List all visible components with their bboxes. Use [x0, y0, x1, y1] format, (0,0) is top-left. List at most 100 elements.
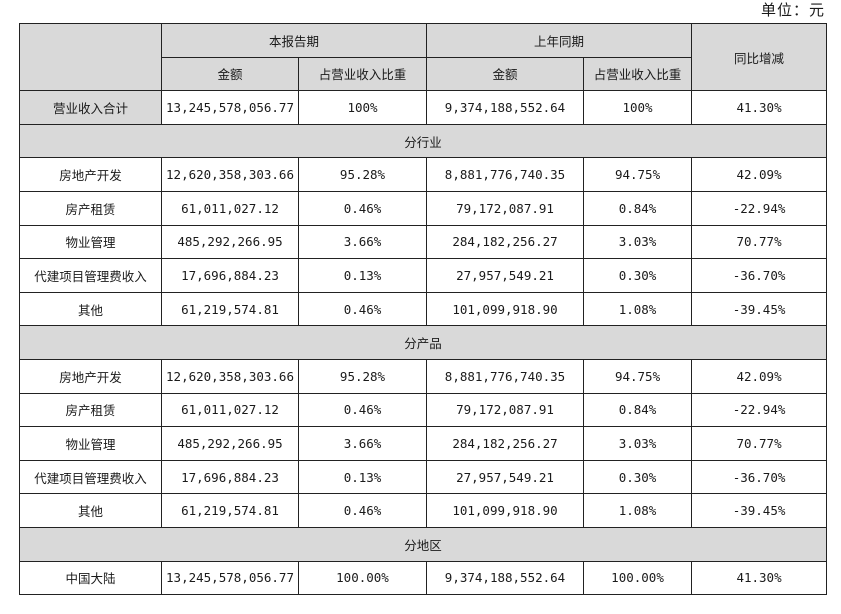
total-row-yoy: 41.30% [691, 90, 828, 125]
table-row: 房地产开发 12,620,358,303.66 95.28% 8,881,776,74… [19, 358, 828, 394]
table-row: 代建项目管理费收入 17,696,884.23 0.13% 27,957,549.21… [19, 258, 828, 293]
row-yoy: -22.94% [691, 190, 828, 226]
header-prior-amount: 金额 [426, 56, 585, 92]
row-yoy: -36.70% [691, 459, 828, 495]
row-label: 中国大陆 [19, 560, 162, 596]
table-row: 其他 61,219,574.81 0.46% 101,099,918.90 1.08% -… [19, 493, 828, 528]
table-row: 房产租赁 61,011,027.12 0.46% 79,172,087.91 0.84%… [19, 190, 828, 226]
row-label: 代建项目管理费收入 [19, 258, 162, 293]
row-current-amount: 12,620,358,303.66 [161, 358, 299, 394]
revenue-table: 本报告期 上年同期 同比增减 金额 占营业收入比重 金额 占营业收入比重 营业收… [18, 22, 828, 596]
row-prior-amount: 101,099,918.90 [426, 291, 585, 327]
row-prior-amount: 8,881,776,740.35 [426, 358, 585, 394]
row-current-amount: 12,620,358,303.66 [161, 157, 299, 192]
row-current-share: 0.46% [297, 493, 428, 528]
row-prior-amount: 101,099,918.90 [426, 493, 585, 528]
row-label: 代建项目管理费收入 [19, 459, 162, 495]
row-current-amount: 61,011,027.12 [161, 392, 299, 428]
row-current-share: 3.66% [297, 426, 428, 461]
section-header-row: 分地区 [18, 526, 828, 562]
total-row-current-amount: 13,245,578,056.77 [161, 90, 299, 125]
header-row-2: 金额 占营业收入比重 金额 占营业收入比重 [20, 56, 827, 92]
row-current-share: 0.13% [297, 459, 428, 495]
row-prior-share: 3.03% [583, 426, 693, 461]
row-current-amount: 17,696,884.23 [161, 459, 299, 495]
row-label: 物业管理 [19, 426, 162, 461]
row-prior-share: 1.08% [583, 493, 693, 528]
row-yoy: 70.77% [691, 426, 828, 461]
total-row-label: 营业收入合计 [19, 90, 162, 125]
row-prior-share: 1.08% [583, 291, 693, 327]
section-header-row: 分产品 [18, 325, 828, 360]
row-prior-share: 0.84% [583, 190, 693, 226]
row-yoy: 41.30% [691, 560, 828, 596]
row-label: 房地产开发 [19, 358, 162, 394]
row-prior-share: 94.75% [583, 358, 693, 394]
row-prior-share: 94.75% [583, 157, 693, 192]
row-label: 其他 [19, 493, 162, 528]
row-yoy: 70.77% [691, 224, 828, 260]
row-current-share: 100.00% [297, 560, 428, 596]
header-current-share: 占营业收入比重 [297, 56, 428, 92]
row-label: 其他 [19, 291, 162, 327]
header-corner-cell [19, 22, 162, 92]
row-prior-amount: 8,881,776,740.35 [426, 157, 585, 192]
section-title: 分行业 [18, 123, 828, 159]
table-row: 中国大陆 13,245,578,056.77 100.00% 9,374,188,55… [19, 560, 828, 596]
row-label: 房产租赁 [19, 190, 162, 226]
row-current-share: 0.46% [297, 291, 428, 327]
row-current-share: 95.28% [297, 157, 428, 192]
row-current-amount: 61,219,574.81 [161, 291, 299, 327]
revenue-table-body: 本报告期 上年同期 同比增减 金额 占营业收入比重 金额 占营业收入比重 营业收… [18, 22, 828, 596]
row-current-share: 0.13% [297, 258, 428, 293]
header-yoy-change: 同比增减 [691, 22, 828, 92]
section-title: 分产品 [18, 325, 828, 360]
row-prior-share: 0.30% [583, 258, 693, 293]
table-row: 物业管理 485,292,266.95 3.66% 284,182,256.27 3.0… [19, 426, 828, 461]
row-prior-amount: 284,182,256.27 [426, 224, 585, 260]
row-current-amount: 485,292,266.95 [161, 224, 299, 260]
row-prior-share: 100.00% [583, 560, 693, 596]
section-title: 分地区 [18, 526, 828, 562]
row-label: 房地产开发 [19, 157, 162, 192]
header-prior-period: 上年同期 [426, 23, 693, 58]
total-row-prior-share: 100% [583, 90, 693, 125]
row-current-share: 95.28% [297, 358, 428, 394]
row-current-amount: 61,011,027.12 [161, 190, 299, 226]
row-current-amount: 61,219,574.81 [161, 493, 299, 528]
row-prior-amount: 79,172,087.91 [426, 392, 585, 428]
row-current-share: 0.46% [297, 392, 428, 428]
row-yoy: -39.45% [691, 493, 828, 528]
row-yoy: -36.70% [691, 258, 828, 293]
table-row: 其他 61,219,574.81 0.46% 101,099,918.90 1.08% -… [19, 291, 828, 327]
total-row: 营业收入合计 13,245,578,056.77 100% 9,374,188,… [19, 90, 828, 125]
row-current-share: 0.46% [297, 190, 428, 226]
header-row-1: 本报告期 上年同期 同比增减 [19, 22, 828, 92]
row-yoy: 42.09% [691, 157, 828, 192]
section-header-row: 分行业 [18, 123, 828, 159]
row-prior-amount: 284,182,256.27 [426, 426, 585, 461]
row-current-amount: 17,696,884.23 [161, 258, 299, 293]
row-current-amount: 13,245,578,056.77 [161, 560, 299, 596]
row-prior-share: 0.84% [583, 392, 693, 428]
row-current-share: 3.66% [297, 224, 428, 260]
row-yoy: -22.94% [691, 392, 828, 428]
row-yoy: 42.09% [691, 358, 828, 394]
row-prior-amount: 27,957,549.21 [426, 459, 585, 495]
row-prior-amount: 27,957,549.21 [426, 258, 585, 293]
row-current-amount: 485,292,266.95 [161, 426, 299, 461]
table-row: 房地产开发 12,620,358,303.66 95.28% 8,881,776,74… [19, 157, 828, 192]
row-prior-share: 3.03% [583, 224, 693, 260]
row-prior-amount: 9,374,188,552.64 [426, 560, 585, 596]
table-row: 房产租赁 61,011,027.12 0.46% 79,172,087.91 0.84%… [19, 392, 828, 428]
total-row-prior-amount: 9,374,188,552.64 [426, 90, 585, 125]
total-row-current-share: 100% [297, 90, 428, 125]
header-current-period: 本报告期 [160, 23, 428, 58]
row-label: 物业管理 [19, 224, 162, 260]
row-yoy: -39.45% [691, 291, 828, 327]
row-label: 房产租赁 [19, 392, 162, 428]
table-row: 物业管理 485,292,266.95 3.66% 284,182,256.27 3.0… [19, 224, 828, 260]
header-prior-share: 占营业收入比重 [583, 56, 693, 92]
unit-label: 单位：元 [760, 1, 825, 19]
header-current-amount: 金额 [161, 56, 299, 92]
